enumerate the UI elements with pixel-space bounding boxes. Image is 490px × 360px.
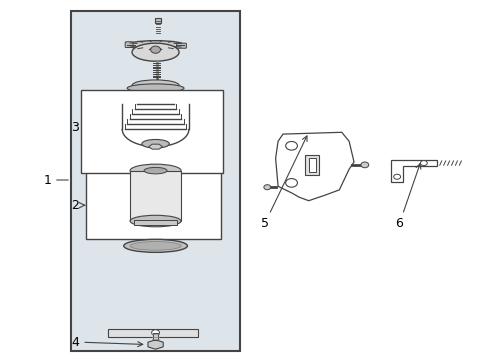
Ellipse shape <box>144 167 167 174</box>
FancyBboxPatch shape <box>188 107 202 112</box>
Text: 3: 3 <box>72 117 116 134</box>
Ellipse shape <box>113 136 198 145</box>
Bar <box>153 333 158 340</box>
Circle shape <box>286 141 297 150</box>
Text: 1: 1 <box>44 174 51 186</box>
Circle shape <box>394 174 401 179</box>
Ellipse shape <box>132 43 179 61</box>
Polygon shape <box>149 144 163 149</box>
Bar <box>108 329 198 337</box>
Text: 5: 5 <box>261 136 307 230</box>
Polygon shape <box>275 132 354 201</box>
Bar <box>305 155 319 175</box>
Text: 6: 6 <box>395 164 421 230</box>
Circle shape <box>151 46 161 53</box>
Bar <box>86 160 220 239</box>
Ellipse shape <box>127 84 184 93</box>
Text: 4: 4 <box>72 336 143 348</box>
FancyBboxPatch shape <box>176 43 186 48</box>
Ellipse shape <box>130 215 181 227</box>
Polygon shape <box>391 160 437 182</box>
Ellipse shape <box>127 41 184 49</box>
Circle shape <box>152 330 159 336</box>
Ellipse shape <box>132 80 179 91</box>
Text: 2: 2 <box>72 199 79 212</box>
Circle shape <box>286 179 297 187</box>
FancyBboxPatch shape <box>188 100 205 105</box>
Circle shape <box>420 161 427 166</box>
Bar <box>309 158 316 172</box>
Bar <box>130 171 181 221</box>
Bar <box>71 11 240 351</box>
Ellipse shape <box>130 242 181 250</box>
Ellipse shape <box>130 164 181 177</box>
Ellipse shape <box>123 239 187 252</box>
Bar <box>155 18 162 23</box>
Bar <box>122 92 189 135</box>
FancyBboxPatch shape <box>104 104 123 111</box>
Circle shape <box>361 162 369 168</box>
Polygon shape <box>148 340 163 349</box>
Ellipse shape <box>142 139 170 148</box>
Bar <box>81 90 223 173</box>
Bar <box>134 220 177 225</box>
Ellipse shape <box>117 130 195 140</box>
Circle shape <box>264 185 270 190</box>
Bar <box>440 160 464 166</box>
FancyBboxPatch shape <box>125 42 133 48</box>
